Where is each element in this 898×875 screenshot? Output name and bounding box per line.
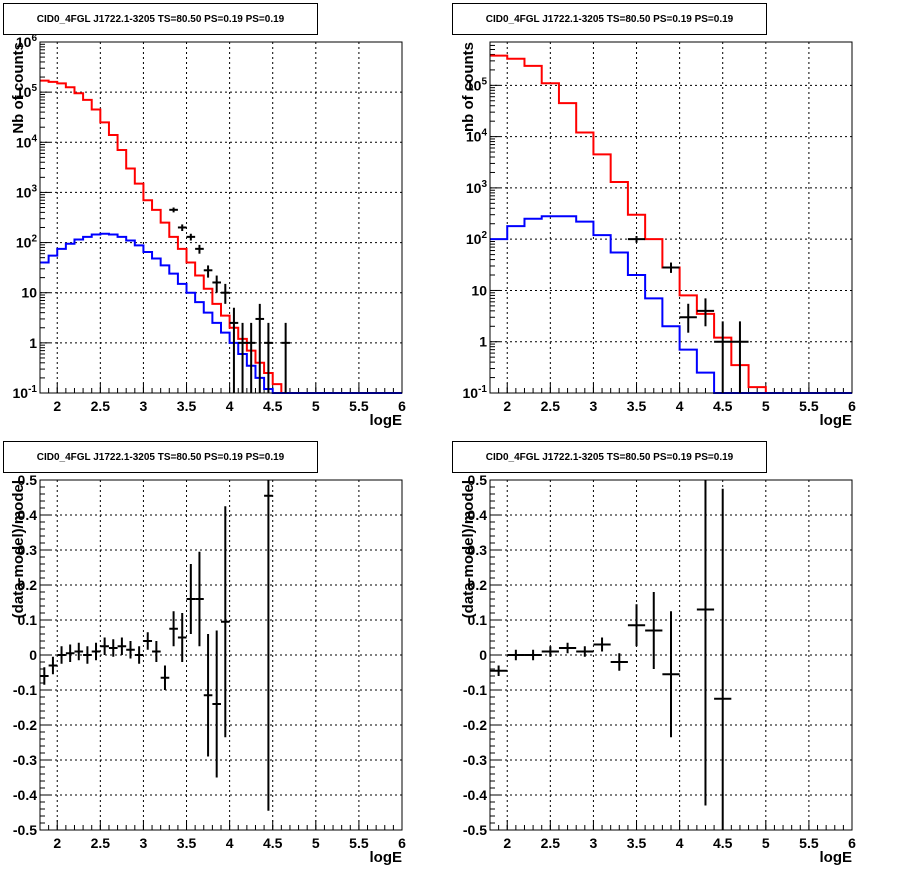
x-axis-label: logE (820, 412, 853, 429)
y-tick-label: 0.1 (468, 612, 488, 628)
y-tick-label: 102 (466, 230, 488, 247)
x-tick-label: 5 (312, 835, 320, 851)
x-tick-label: 2.5 (541, 835, 561, 851)
chart-title: CID0_4FGL J1722.1-3205 TS=80.50 PS=0.19 … (452, 3, 767, 35)
x-tick-label: 3 (140, 835, 148, 851)
x-tick-label: 4 (226, 835, 234, 851)
plot-frame (489, 41, 853, 394)
y-tick-label: 10-1 (463, 384, 488, 401)
y-tick-label: 105 (466, 76, 488, 93)
y-tick-label: -0.3 (13, 752, 37, 768)
x-tick-label: 2 (503, 835, 511, 851)
x-tick-label: 3 (590, 398, 598, 414)
y-tick-label: -0.2 (463, 717, 487, 733)
x-tick-label: 4.5 (263, 398, 283, 414)
x-tick-label: 2.5 (541, 398, 561, 414)
x-tick-label: 5 (312, 398, 320, 414)
y-tick-label: 0 (29, 647, 37, 663)
x-tick-label: 3.5 (627, 835, 647, 851)
x-tick-label: 6 (398, 398, 406, 414)
series-0-histogram (490, 54, 852, 394)
plot-frame (39, 479, 403, 831)
y-tick-label: 10-1 (13, 384, 38, 401)
y-tick-label: -0.2 (13, 717, 37, 733)
x-tick-label: 4 (676, 835, 684, 851)
y-tick-label: -0.1 (463, 682, 487, 698)
x-tick-label: 4 (676, 398, 684, 414)
x-tick-label: 5 (762, 835, 770, 851)
y-tick-label: 104 (16, 133, 38, 150)
x-tick-label: 2 (53, 835, 61, 851)
x-tick-label: 4.5 (713, 835, 733, 851)
y-tick-label: 103 (16, 183, 38, 200)
x-tick-label: 4.5 (263, 835, 283, 851)
x-axis-label: logE (370, 849, 403, 866)
y-tick-label: -0.5 (463, 822, 487, 838)
x-tick-label: 6 (398, 835, 406, 851)
y-tick-label: 0.4 (468, 507, 488, 523)
x-axis-label: logE (820, 849, 853, 866)
x-axis-label: logE (370, 412, 403, 429)
x-tick-label: 3 (140, 398, 148, 414)
y-tick-label: 106 (16, 33, 38, 50)
x-tick-label: 4 (226, 398, 234, 414)
x-tick-label: 3.5 (177, 398, 197, 414)
x-tick-label: 2.5 (91, 398, 111, 414)
chart-title: CID0_4FGL J1722.1-3205 TS=80.50 PS=0.19 … (3, 441, 318, 473)
y-tick-label: 0.4 (18, 507, 38, 523)
plot-area-0 (40, 42, 402, 393)
x-tick-label: 2 (503, 398, 511, 414)
x-tick-label: 4.5 (713, 398, 733, 414)
x-tick-label: 6 (848, 398, 856, 414)
y-tick-label: -0.5 (13, 822, 37, 838)
x-tick-label: 3.5 (177, 835, 197, 851)
y-axis-label: Nb of counts (10, 42, 27, 134)
y-axis-label: (data-model)/model (10, 480, 27, 618)
y-tick-label: 10 (21, 285, 37, 301)
y-tick-label: 10 (471, 282, 487, 298)
y-tick-label: 0.3 (18, 542, 38, 558)
chart-title: CID0_4FGL J1722.1-3205 TS=80.50 PS=0.19 … (3, 3, 318, 35)
y-tick-label: 1 (29, 335, 37, 351)
y-tick-label: 1 (479, 334, 487, 350)
y-axis-label: (data-model)/model (460, 480, 477, 618)
x-tick-label: 5.5 (349, 398, 369, 414)
y-tick-label: 0.3 (468, 542, 488, 558)
y-tick-label: -0.1 (13, 682, 37, 698)
x-tick-label: 3 (590, 835, 598, 851)
y-tick-label: -0.4 (463, 787, 487, 803)
y-tick-label: -0.3 (463, 752, 487, 768)
y-tick-label: -0.4 (13, 787, 37, 803)
x-tick-label: 2.5 (91, 835, 111, 851)
y-tick-label: 103 (466, 179, 488, 196)
x-tick-label: 5.5 (799, 835, 819, 851)
y-tick-label: 0.1 (18, 612, 38, 628)
chart-title: CID0_4FGL J1722.1-3205 TS=80.50 PS=0.19 … (452, 441, 767, 473)
x-tick-label: 2 (53, 398, 61, 414)
y-tick-label: 0 (479, 647, 487, 663)
x-tick-label: 3.5 (627, 398, 647, 414)
y-tick-label: 0.5 (468, 472, 488, 488)
y-tick-label: 102 (16, 234, 38, 251)
y-tick-label: 0.5 (18, 472, 38, 488)
x-tick-label: 5 (762, 398, 770, 414)
y-tick-label: 0.2 (18, 577, 38, 593)
y-tick-label: 0.2 (468, 577, 488, 593)
x-tick-label: 6 (848, 835, 856, 851)
plot-frame (489, 479, 853, 831)
y-tick-label: 105 (16, 83, 38, 100)
x-tick-label: 5.5 (799, 398, 819, 414)
plot-frame (39, 41, 403, 394)
x-tick-label: 5.5 (349, 835, 369, 851)
y-axis-label: nb of counts (460, 42, 477, 132)
y-tick-label: 104 (466, 128, 488, 145)
plot-area-1 (490, 42, 852, 393)
